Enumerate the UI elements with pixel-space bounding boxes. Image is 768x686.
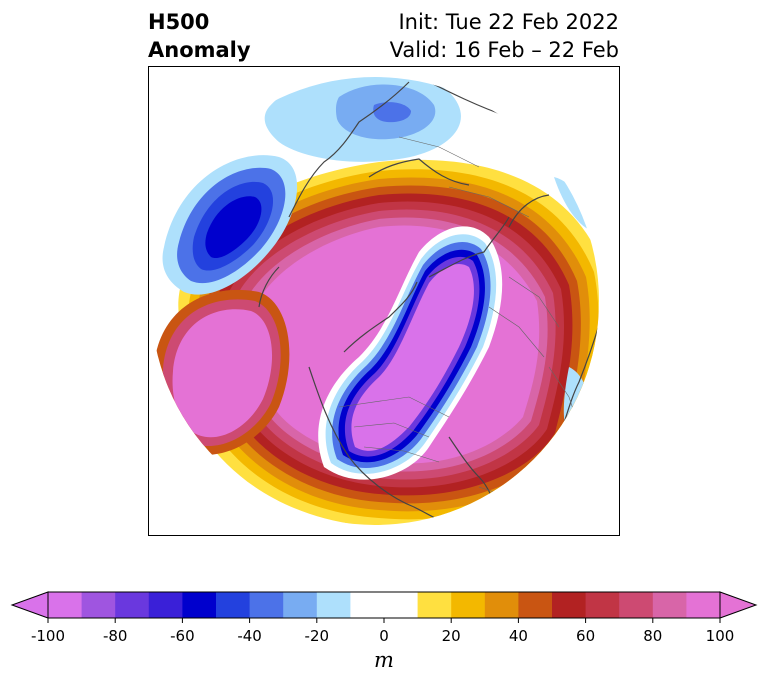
colorbar-cell bbox=[686, 592, 721, 618]
low-anomaly-north-pacific bbox=[162, 155, 298, 295]
colorbar-cell bbox=[417, 592, 452, 618]
colorbar-cell bbox=[115, 592, 150, 618]
colorbar-unit-label: m bbox=[374, 648, 394, 672]
colorbar-tick-label: -60 bbox=[170, 627, 195, 645]
colorbar-tick-label: -40 bbox=[237, 627, 262, 645]
title-right: Init: Tue 22 Feb 2022 Valid: 16 Feb – 22… bbox=[390, 8, 619, 64]
colorbar-tick-label: 60 bbox=[576, 627, 596, 645]
colorbar-underflow-triangle bbox=[10, 591, 49, 619]
colorbar-cell bbox=[652, 592, 687, 618]
colorbar-cell bbox=[148, 592, 183, 618]
colorbar-tick-label: 0 bbox=[379, 627, 389, 645]
colorbar-cell bbox=[182, 592, 217, 618]
colorbar-tick-label: -20 bbox=[304, 627, 330, 645]
colorbar-cell bbox=[216, 592, 251, 618]
title-field: H500 bbox=[148, 10, 210, 34]
colorbar-tick-label: -100 bbox=[30, 627, 66, 645]
colorbar-cell bbox=[249, 592, 284, 618]
colorbar-tick-label: 80 bbox=[643, 627, 663, 645]
colorbar-cell bbox=[384, 592, 419, 618]
coastlines bbox=[258, 77, 599, 525]
colorbar-cell bbox=[451, 592, 486, 618]
colorbar-cell bbox=[484, 592, 519, 618]
map-panel[interactable] bbox=[148, 66, 620, 536]
colorbar-cell bbox=[552, 592, 587, 618]
title-product: Anomaly bbox=[148, 38, 251, 62]
colorbar-cell bbox=[585, 592, 620, 618]
low-anomaly-polar-lobe bbox=[318, 226, 503, 480]
colorbar-overflow-triangle bbox=[719, 591, 758, 619]
colorbar-cell bbox=[81, 592, 116, 618]
title-left: H500 Anomaly bbox=[148, 8, 251, 64]
colorbar-tick-label: -80 bbox=[102, 627, 128, 645]
colorbar-tick-label: 40 bbox=[508, 627, 528, 645]
colorbar-cell bbox=[48, 592, 83, 618]
colorbar-tick-label: 20 bbox=[441, 627, 461, 645]
valid-period: Valid: 16 Feb – 22 Feb bbox=[389, 38, 619, 62]
colorbar-cell bbox=[619, 592, 654, 618]
colorbar-cell bbox=[350, 592, 385, 618]
colorbar-tick-label: 100 bbox=[705, 627, 735, 645]
init-time: Init: Tue 22 Feb 2022 bbox=[398, 10, 619, 34]
anomaly-map bbox=[151, 77, 599, 525]
colorbar bbox=[10, 591, 758, 623]
colorbar-cell bbox=[316, 592, 351, 618]
colorbar-cell bbox=[283, 592, 318, 618]
colorbar-cell bbox=[518, 592, 553, 618]
